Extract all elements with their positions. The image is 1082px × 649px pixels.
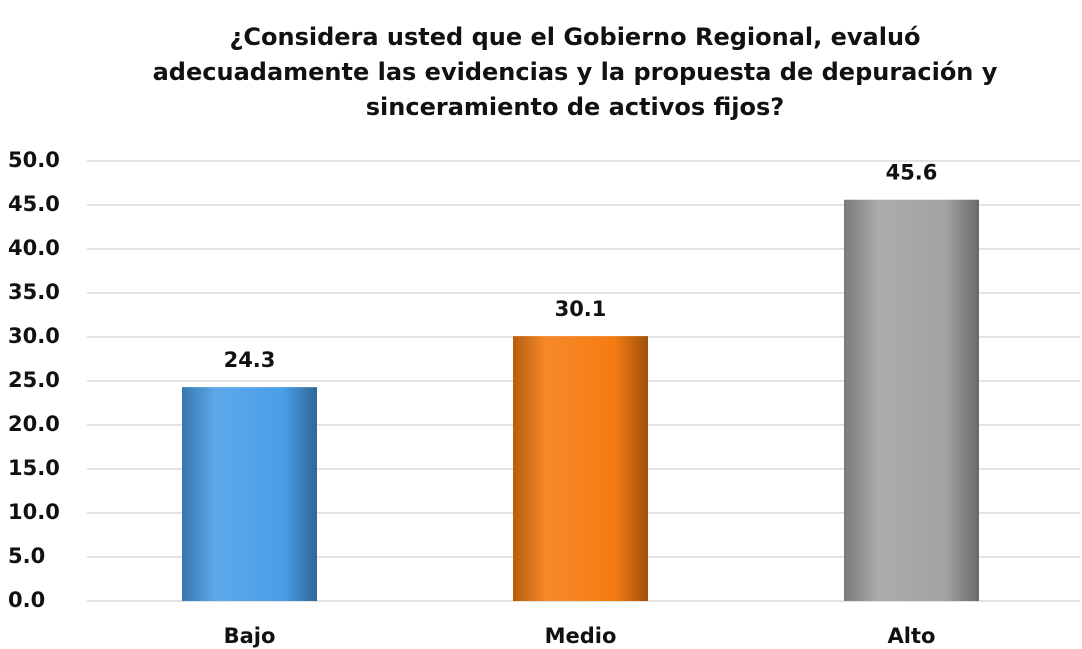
y-tick-label: 45.0	[8, 192, 60, 216]
y-tick-label: 0.0	[8, 588, 45, 612]
y-tick-label: 5.0	[8, 544, 45, 568]
data-label: 45.6	[886, 161, 938, 185]
bar	[513, 336, 648, 601]
chart-title: ¿Considera usted que el Gobierno Regiona…	[152, 23, 998, 121]
bar	[182, 387, 317, 601]
x-tick-label: Medio	[545, 624, 617, 648]
x-tick-label: Alto	[888, 624, 936, 648]
data-label: 30.1	[555, 297, 607, 321]
x-tick-label: Bajo	[224, 624, 276, 648]
y-tick-label: 10.0	[8, 500, 60, 524]
data-label: 24.3	[224, 348, 276, 372]
y-tick-label: 50.0	[8, 148, 60, 172]
y-tick-label: 40.0	[8, 236, 60, 260]
y-tick-label: 30.0	[8, 324, 60, 348]
y-tick-label: 15.0	[8, 456, 60, 480]
y-tick-label: 25.0	[8, 368, 60, 392]
y-tick-label: 20.0	[8, 412, 60, 436]
bar	[844, 199, 979, 601]
y-tick-label: 35.0	[8, 280, 60, 304]
